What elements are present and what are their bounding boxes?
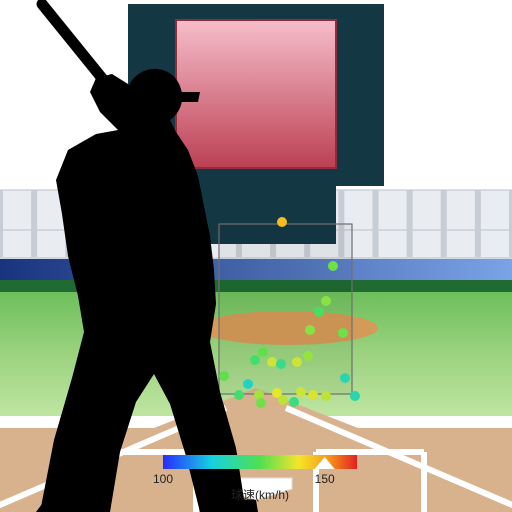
svg-text:150: 150 (315, 472, 335, 486)
pitch-location-chart: 100 150 球速(km/h) (0, 0, 512, 512)
colorbar-label: 球速(km/h) (231, 488, 289, 502)
strike-zone (219, 224, 352, 394)
svg-text:100: 100 (153, 472, 173, 486)
